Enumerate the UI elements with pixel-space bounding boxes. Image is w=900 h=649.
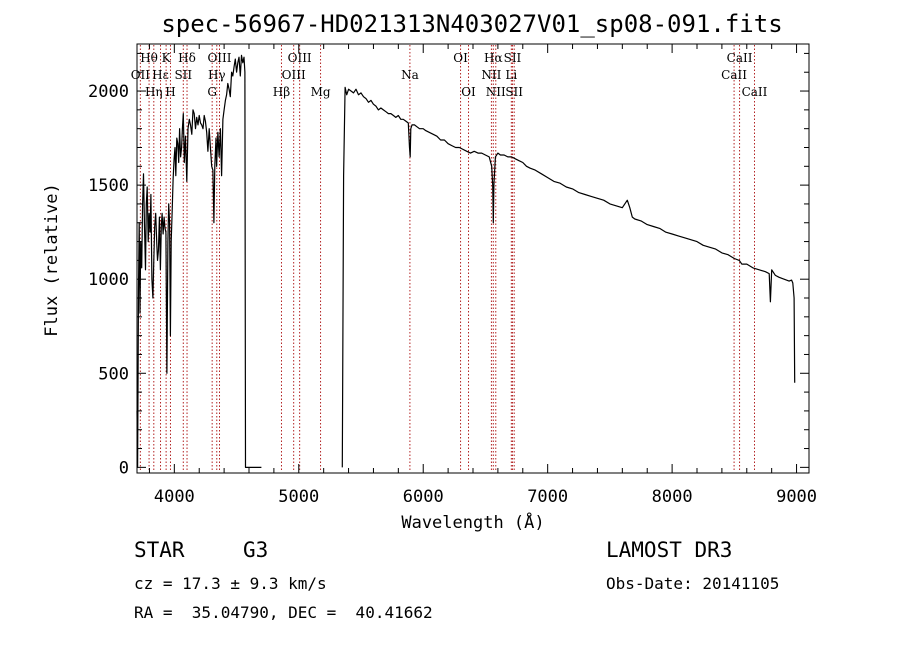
marker-label: OIII [282,68,306,82]
y-tick-label: 0 [119,458,129,478]
marker-label: H [165,85,175,99]
spectrum-line [136,54,262,468]
marker-label: Hε [152,68,169,82]
marker-label: G [207,85,217,99]
marker-label: Li [505,68,517,82]
y-tick-label: 2000 [88,82,129,102]
marker-labels: Hθ OII Hη Hε K H Hδ SII OIII Hγ G OIII OIII Hβ Mg Na OI O… [131,51,768,99]
chart-title: spec-56967-HD021313N403027V01_sp08-091.f… [161,10,782,38]
marker-label: Hδ [178,51,196,65]
marker-label: SII [174,68,192,82]
x-tick-label: 9000 [776,487,817,507]
plot-frame [136,43,810,474]
y-tick-label: 500 [98,364,129,384]
marker-label: Hα [484,51,503,65]
marker-label: CaII [742,85,768,99]
y-axis-label: Flux (relative) [42,183,62,337]
marker-label: Hη [145,85,163,99]
spectrum-line [341,86,796,468]
axis-ticks: 4000 5000 6000 7000 8000 9000 0 500 1000 1500 2000 [88,44,817,507]
survey-name: LAMOST DR3 [606,538,733,562]
redshift-line: cz = 17.3 ± 9.3 km/s [134,574,327,593]
x-tick-label: 4000 [154,487,195,507]
x-axis-label: Wavelength (Å) [401,511,544,533]
marker-label: Na [401,68,419,82]
marker-label: NII [486,85,506,99]
x-tick-label: 8000 [652,487,693,507]
spectrum-chart: spec-56967-HD021313N403027V01_sp08-091.f… [42,10,817,533]
x-tick-label: 7000 [527,487,568,507]
marker-label: OIII [288,51,312,65]
object-subclass: G3 [243,538,269,562]
object-class: STAR [134,538,185,562]
marker-label: K [162,51,172,65]
series-group [136,54,796,468]
marker-label: Hγ [208,68,226,82]
y-tick-label: 1000 [88,270,129,290]
coordinates-line: RA = 35.04790, DEC = 40.41662 [134,603,433,622]
x-tick-label: 5000 [278,487,319,507]
marker-label: OI [453,51,468,65]
marker-label: SII [504,51,522,65]
marker-label: CaII [721,68,747,82]
marker-label: SII [505,85,523,99]
x-tick-label: 6000 [403,487,444,507]
marker-label: Hβ [273,85,290,99]
marker-label: OII [131,68,151,82]
marker-lines [139,45,755,472]
marker-label: NII [481,68,501,82]
y-tick-label: 1500 [88,176,129,196]
marker-label: Mg [311,85,331,99]
marker-label: CaII [727,51,753,65]
marker-label: OI [461,85,476,99]
marker-label: OIII [207,51,231,65]
obs-date-line: Obs-Date: 20141105 [606,574,780,593]
marker-label: Hθ [140,51,158,65]
